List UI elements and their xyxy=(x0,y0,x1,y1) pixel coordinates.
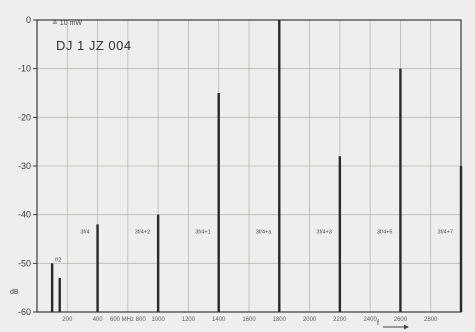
y-tick-label: -30 xyxy=(18,161,31,171)
x-tick-label: 2400 xyxy=(363,317,377,323)
bar-label: 3f/4+1 xyxy=(195,229,210,235)
y-axis-label: dB xyxy=(10,289,19,296)
x-tick-label: 2600 xyxy=(394,317,408,323)
y-tick-label: -40 xyxy=(18,210,31,220)
x-tick-label: 2000 xyxy=(303,317,317,323)
x-tick-label: 1000 xyxy=(151,317,165,323)
x-tick-label: 1400 xyxy=(212,317,226,323)
bar-label: 3f/4+5 xyxy=(377,229,392,235)
x-arrow-label: f xyxy=(377,320,379,327)
bar-annotations: f/2 3f/4 3f/4+2 3f/4+1 3f/4+a 3f/4+3 3f/4+5 3f/… xyxy=(55,229,453,263)
x-axis: 200 400 600 MHz 800 1000 1200 1400 1600 1800 200… xyxy=(62,317,438,323)
bar-label: 3f/4+2 xyxy=(135,229,150,235)
x-tick-label: 600 MHz 800 xyxy=(110,317,146,323)
x-tick-label: 1800 xyxy=(273,317,287,323)
y-axis: 0 -10 -20 -30 -40 -50 -60 xyxy=(18,15,37,317)
x-tick-label: 1600 xyxy=(242,317,256,323)
bar-label: 3f/4 xyxy=(80,229,89,235)
x-tick-label: 400 xyxy=(93,317,104,323)
bar-label: 3f/4+7 xyxy=(438,229,453,235)
bar-label: 3f/4+3 xyxy=(316,229,331,235)
x-tick-label: 2200 xyxy=(333,317,347,323)
y-tick-label: -50 xyxy=(18,258,31,268)
x-tick-label: 1200 xyxy=(182,317,196,323)
y-tick-label: -10 xyxy=(18,64,31,74)
bar-label: 3f/4+a xyxy=(256,229,272,235)
bar-label: f/2 xyxy=(55,257,61,263)
chart-title: DJ 1 JZ 004 xyxy=(56,38,132,53)
y-tick-label: -60 xyxy=(18,307,31,317)
bars xyxy=(50,20,463,312)
x-tick-label: 200 xyxy=(62,317,73,323)
frequency-arrow: f xyxy=(377,320,409,330)
reference-label: ≙ 10 mW xyxy=(52,19,82,27)
y-tick-label: 0 xyxy=(26,15,31,25)
y-tick-label: -20 xyxy=(18,112,31,122)
x-tick-label: 2800 xyxy=(424,317,438,323)
